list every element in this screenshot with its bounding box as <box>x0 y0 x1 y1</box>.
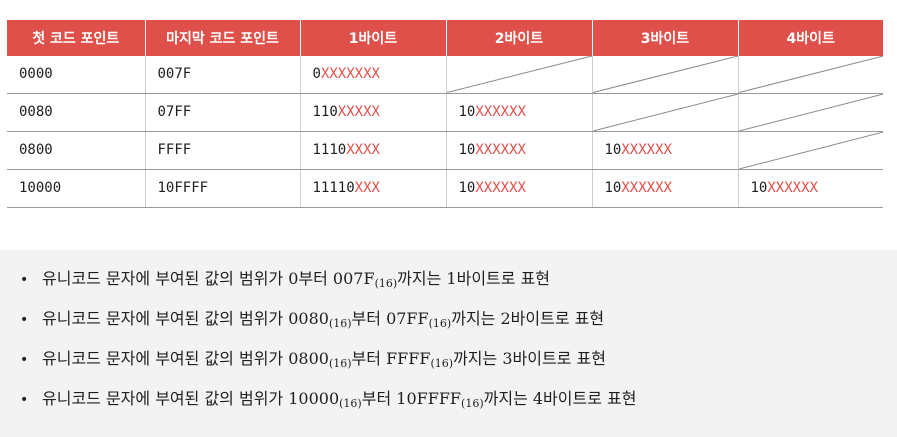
note-2byte: • 유니코드 문자에 부여된 값의 범위가 0080(16)부터 07FF(16)… <box>20 308 897 348</box>
byte-1-cell: 11110XXX <box>300 169 447 208</box>
diagonal-slash-icon <box>593 56 738 93</box>
bit-prefix: 110 <box>312 104 338 120</box>
byte-2-cell: 10XXXXXX <box>446 131 593 170</box>
note-text-end: 까지는 1바이트로 표현 <box>397 269 551 288</box>
diagonal-slash-icon <box>593 94 738 131</box>
diagonal-slash-icon <box>447 56 592 93</box>
first-code-point-cell: 0000 <box>7 56 146 94</box>
diagonal-slash-icon <box>739 56 884 93</box>
bit-prefix: 0 <box>312 66 321 83</box>
note-text-end: 까지는 3바이트로 표현 <box>453 349 606 368</box>
table-row: 10000 10FFFF 11110XXX 10XXXXXX 10XXXXXX 10XXX… <box>7 169 883 208</box>
diagonal-slash-icon <box>739 94 884 131</box>
note-text-middle: 부터 07FF <box>351 309 429 328</box>
bit-prefix: 10 <box>458 142 476 158</box>
header-byte-3: 3바이트 <box>592 20 739 56</box>
note-text: 유니코드 문자에 부여된 값의 범위가 0080 <box>42 309 329 328</box>
note-subscript: (16) <box>374 277 398 290</box>
utf8-encoding-table: 첫 코드 포인트 마지막 코드 포인트 1바이트 2바이트 3바이트 4바이트 … <box>7 20 883 208</box>
payload-bits: XXXXXX <box>767 180 818 196</box>
table-header-row: 첫 코드 포인트 마지막 코드 포인트 1바이트 2바이트 3바이트 4바이트 <box>7 20 883 56</box>
byte-4-empty-cell <box>738 131 884 170</box>
header-first-code-point: 첫 코드 포인트 <box>7 20 146 56</box>
note-subscript: (16) <box>328 357 352 370</box>
header-byte-2: 2바이트 <box>446 20 593 56</box>
byte-4-empty-cell <box>738 93 884 132</box>
bit-prefix: 11110 <box>312 180 355 196</box>
last-code-point-cell: 007F <box>145 56 301 94</box>
note-text: 유니코드 문자에 부여된 값의 범위가 10000 <box>42 389 340 408</box>
note-text-end: 까지는 2바이트로 표현 <box>451 309 605 328</box>
note-subscript: (16) <box>339 397 362 410</box>
byte-2-empty-cell <box>446 56 593 94</box>
bullet-icon: • <box>20 352 29 368</box>
note-4byte: • 유니코드 문자에 부여된 값의 범위가 10000(16)부터 10FFFF(… <box>20 388 897 428</box>
note-subscript: (16) <box>428 317 452 330</box>
note-1byte: • 유니코드 문자에 부여된 값의 범위가 0부터 007F(16)까지는 1바이… <box>20 268 897 308</box>
bullet-icon: • <box>20 392 29 408</box>
last-code-point-cell: 07FF <box>145 93 301 132</box>
table-row: 0080 07FF 110XXXXX 10XXXXXX <box>7 93 884 132</box>
table-body: 0000 007F 0XXXXXXX 0080 07FF 110XXXXX 10XXXXXX… <box>7 56 884 208</box>
note-subscript: (16) <box>328 317 352 330</box>
diagonal-slash-icon <box>739 132 884 169</box>
payload-bits: XXX <box>354 180 380 196</box>
payload-bits: XXXXXX <box>475 142 526 158</box>
header-byte-1: 1바이트 <box>300 20 447 56</box>
byte-2-cell: 10XXXXXX <box>446 93 593 132</box>
note-text-end: 까지는 4바이트로 표현 <box>483 389 637 408</box>
byte-3-cell: 10XXXXXX <box>592 169 739 208</box>
byte-3-cell: 10XXXXXX <box>592 131 739 170</box>
bit-prefix: 10 <box>604 142 622 158</box>
payload-bits: XXXXXX <box>621 142 672 158</box>
byte-1-cell: 1110XXXX <box>300 131 447 170</box>
byte-3-empty-cell <box>592 56 739 94</box>
byte-2-cell: 10XXXXXX <box>446 169 593 208</box>
byte-1-cell: 0XXXXXXX <box>300 56 447 94</box>
note-text-middle: 부터 10FFFF <box>361 389 462 408</box>
first-code-point-cell: 0080 <box>7 93 146 132</box>
bit-prefix: 10 <box>604 180 622 196</box>
header-byte-4: 4바이트 <box>738 20 883 56</box>
first-code-point-cell: 10000 <box>7 169 146 208</box>
last-code-point-cell: FFFF <box>145 131 301 170</box>
byte-1-cell: 110XXXXX <box>300 93 447 132</box>
first-code-point-cell: 0800 <box>7 131 146 170</box>
payload-bits: XXXXXX <box>621 180 672 196</box>
bullet-icon: • <box>20 272 29 288</box>
note-text: 유니코드 문자에 부여된 값의 범위가 0800 <box>42 349 329 368</box>
last-code-point-cell: 10FFFF <box>145 169 301 208</box>
table-row: 0800 FFFF 1110XXXX 10XXXXXX 10XXXXXX <box>7 131 884 170</box>
bit-prefix: 10 <box>750 180 768 196</box>
bit-prefix: 10 <box>458 104 476 120</box>
byte-4-cell: 10XXXXXX <box>738 169 883 208</box>
bit-prefix: 10 <box>458 180 476 196</box>
payload-bits: XXXXX <box>337 104 380 120</box>
note-text: 유니코드 문자에 부여된 값의 범위가 0부터 007F <box>42 269 375 288</box>
table-row: 0000 007F 0XXXXXXX <box>7 56 884 94</box>
notes-panel: • 유니코드 문자에 부여된 값의 범위가 0부터 007F(16)까지는 1바이… <box>0 250 897 437</box>
bit-prefix: 1110 <box>312 142 347 158</box>
payload-bits: XXXXXX <box>475 104 526 120</box>
note-3byte: • 유니코드 문자에 부여된 값의 범위가 0800(16)부터 FFFF(16)… <box>20 348 897 388</box>
byte-3-empty-cell <box>592 93 739 132</box>
payload-bits: XXXXXX <box>475 180 526 196</box>
payload-bits: XXXX <box>346 142 380 158</box>
byte-4-empty-cell <box>738 56 884 94</box>
note-text-middle: 부터 FFFF <box>351 349 431 368</box>
header-last-code-point: 마지막 코드 포인트 <box>145 20 301 56</box>
note-subscript: (16) <box>461 397 484 410</box>
bullet-icon: • <box>20 312 29 328</box>
note-subscript: (16) <box>430 357 454 370</box>
payload-bits: XXXXXXX <box>320 66 380 83</box>
